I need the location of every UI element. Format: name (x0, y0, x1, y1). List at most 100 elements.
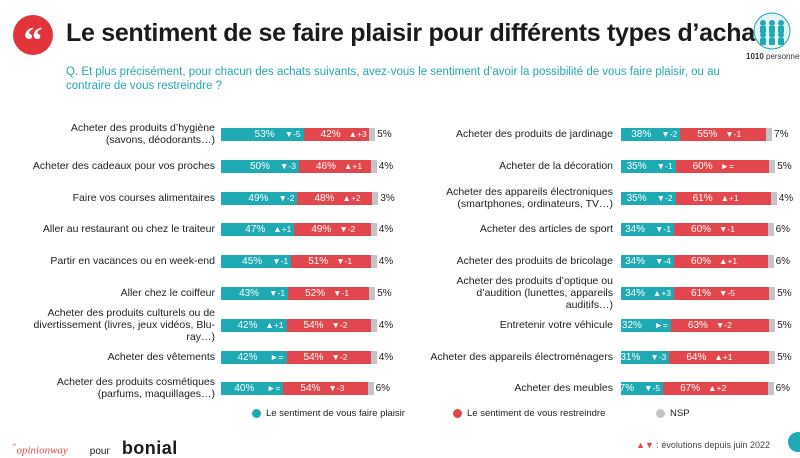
data-label-plaisir: 31% (620, 351, 641, 363)
bar-plaisir: 42% ►= (221, 350, 287, 364)
bar-nsp (370, 318, 377, 332)
data-label-restreindre: 63% (687, 319, 708, 331)
evolution-restreindre: ▼-1 (336, 256, 353, 267)
bar-nsp (372, 191, 379, 205)
bar-plaisir: 34% ▼-4 (621, 255, 675, 269)
bar-plaisir: 40% ►= (221, 382, 284, 396)
evolution-plaisir: ▲+1 (273, 224, 292, 235)
data-label-restreindre: 55% (697, 129, 718, 140)
data-label-nsp: 5% (377, 129, 392, 140)
data-label-restreindre: 67% (680, 383, 701, 395)
bar-plaisir: 53% ▼-5 (221, 128, 304, 141)
bar-restreindre: 63% ▼-2 (670, 318, 770, 332)
data-label-restreindre: 49% (311, 224, 332, 236)
data-label-restreindre: 42% (320, 129, 341, 140)
data-label-restreindre: 60% (691, 224, 712, 236)
bar-plaisir: 34% ▼-1 (621, 223, 675, 237)
bar-nsp (369, 128, 376, 141)
stacked-bar: 45% ▼-1 51% ▼-1 (221, 255, 377, 269)
data-label-nsp: 6% (775, 256, 791, 268)
evolution-plaisir: ▼-1 (272, 256, 289, 267)
data-label-nsp: 5% (777, 160, 792, 172)
evolution-restreindre: ▲+2 (342, 192, 361, 203)
bar-plaisir: 43% ▼-1 (221, 287, 289, 300)
stacked-bar: 35% ▼-2 61% ▲+1 (621, 191, 777, 205)
data-label-nsp: 6% (375, 383, 391, 395)
evolution-plaisir: ▼-2 (656, 192, 673, 203)
data-label-restreindre: 51% (308, 256, 329, 268)
bar-nsp (767, 382, 774, 396)
data-label-plaisir: 43% (239, 288, 260, 299)
stacked-bar: 27% ▼-5 67% ▲+2 (614, 382, 774, 396)
data-label-nsp: 6% (775, 224, 791, 236)
bar-restreindre: 49% ▼-2 (294, 223, 371, 237)
data-label-restreindre: 64% (686, 351, 707, 363)
data-label-nsp: 3% (380, 192, 395, 204)
bar-nsp (769, 159, 776, 173)
data-label-plaisir: 38% (631, 129, 652, 140)
page-title: Le sentiment de se faire plaisir pour di… (66, 19, 777, 47)
bar-plaisir: 35% ▼-1 (621, 159, 676, 173)
data-label-restreindre: 46% (316, 160, 337, 172)
bar-restreindre: 60% ▼-1 (674, 223, 768, 237)
data-label-nsp: 4% (378, 351, 394, 363)
bar-restreindre: 54% ▼-2 (286, 350, 371, 364)
bar-restreindre: 61% ▼-5 (674, 287, 770, 300)
data-label-nsp: 4% (378, 160, 394, 172)
evolution-restreindre: ▼-2 (331, 319, 348, 330)
bar-plaisir: 50% ▼-3 (221, 159, 299, 173)
stacked-bar: 38% ▼-2 55% ▼-1 (621, 128, 773, 141)
category-label: Acheter des produits culturels ou de div… (33, 306, 215, 343)
legend-label-nsp: NSP (670, 408, 690, 419)
data-label-plaisir: 34% (625, 224, 646, 236)
bar-nsp (367, 382, 374, 396)
data-label-plaisir: 34% (625, 256, 646, 268)
bar-restreindre: 60% ►= (675, 159, 770, 173)
evolution-restreindre: ▲+1 (719, 256, 738, 267)
data-label-nsp: 4% (378, 319, 394, 331)
evolution-restreindre: ▼-2 (331, 351, 348, 362)
data-label-nsp: 6% (775, 383, 791, 395)
data-label-restreindre: 61% (691, 288, 712, 299)
legend-label-plaisir: Le sentiment de vous faire plaisir (266, 408, 405, 419)
evolution-restreindre: ▲+1 (720, 192, 739, 203)
bonial-logo: bonial (121, 438, 178, 458)
category-label: Acheter des produits d’hygiène (savons, … (70, 122, 215, 146)
legend-label-restreindre: Le sentiment de vous restreindre (467, 408, 606, 419)
category-label: Acheter des articles de sport (479, 223, 613, 236)
bar-plaisir: 42% ▲+1 (221, 318, 287, 332)
evolution-restreindre: ▼-1 (333, 288, 350, 298)
data-label-plaisir: 27% (614, 383, 635, 395)
evolution-restreindre: ▲+3 (348, 129, 367, 139)
data-label-plaisir: 40% (234, 383, 255, 395)
data-label-plaisir: 42% (237, 319, 258, 331)
data-label-nsp: 4% (378, 256, 394, 268)
legend-swatch-nsp (656, 409, 665, 418)
bar-plaisir: 32% ►= (621, 318, 671, 332)
evolution-restreindre: ▼-5 (719, 288, 736, 298)
evolution-plaisir: ►= (270, 351, 284, 362)
bar-plaisir: 45% ▼-1 (221, 255, 292, 269)
people-icon (753, 12, 791, 50)
data-label-nsp: 4% (378, 224, 394, 236)
bar-nsp (369, 287, 376, 300)
category-label: Acheter des cadeaux pour vos proches (32, 159, 215, 172)
stacked-bar: 35% ▼-1 60% ►= (621, 159, 776, 173)
evolution-plaisir: ▼-2 (278, 192, 295, 203)
evolution-plaisir: ▲+1 (265, 319, 284, 330)
category-label: Acheter des produits d’optique ou d’audi… (456, 275, 613, 311)
bar-restreindre: 48% ▲+2 (297, 191, 373, 205)
bar-restreindre: 46% ▲+1 (299, 159, 371, 173)
data-label-plaisir: 47% (245, 224, 266, 236)
evolution-restreindre: ▼-2 (339, 224, 356, 235)
data-label-plaisir: 35% (626, 160, 647, 172)
quote-icon: “ (13, 15, 53, 62)
stacked-bar: 34% ▼-1 60% ▼-1 (621, 223, 774, 237)
data-label-restreindre: 60% (691, 256, 712, 268)
evolution-plaisir: ▼-1 (269, 288, 286, 298)
bar-nsp (769, 287, 776, 300)
evolution-restreindre: ▲+1 (344, 160, 363, 171)
bar-nsp (766, 128, 773, 141)
evolution-plaisir: ▼-4 (655, 256, 672, 267)
category-label: Aller au restaurant ou chez le traiteur (42, 223, 215, 236)
